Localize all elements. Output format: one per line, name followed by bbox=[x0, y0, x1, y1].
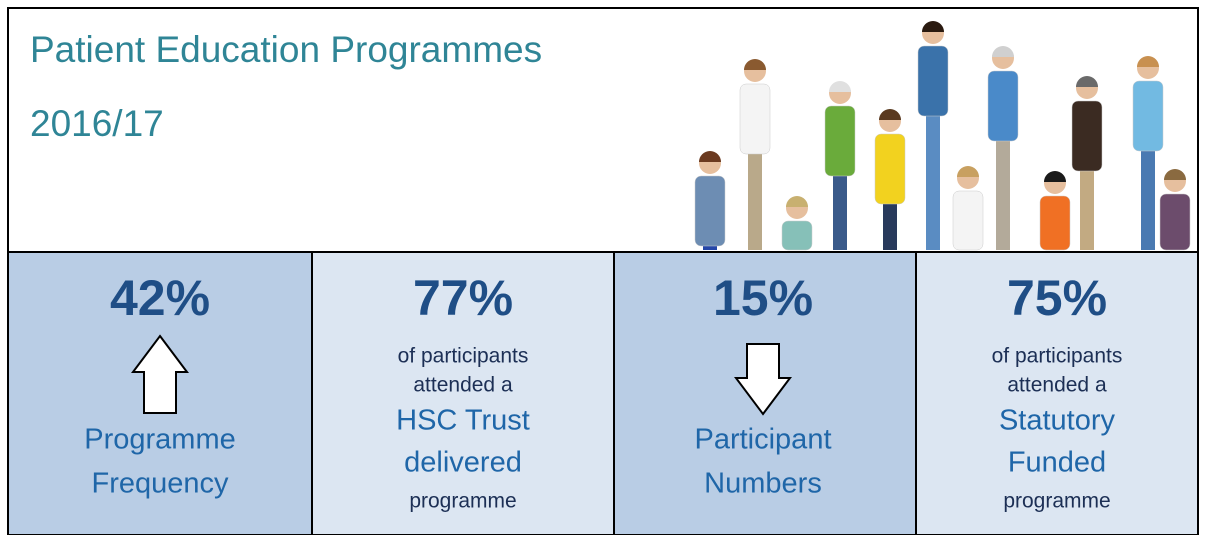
person-shape bbox=[996, 137, 1010, 250]
stat-value: 42% bbox=[110, 270, 210, 326]
person-shape bbox=[740, 84, 770, 154]
tile-text: Frequency bbox=[91, 468, 229, 500]
person-shape bbox=[1040, 196, 1070, 250]
stat-value: 77% bbox=[413, 270, 513, 326]
tile-text: Participant bbox=[694, 424, 831, 456]
person-shape bbox=[926, 112, 940, 250]
page: {"header": {"title": "Patient Education … bbox=[0, 0, 1206, 535]
person-shape bbox=[875, 134, 905, 204]
subtitle: 2016/17 bbox=[30, 103, 164, 144]
tile-text: attended a bbox=[413, 374, 513, 397]
title: Patient Education Programmes bbox=[30, 29, 542, 70]
person-shape bbox=[1072, 101, 1102, 171]
tile-text: Programme bbox=[84, 424, 236, 456]
tile-text: programme bbox=[1003, 490, 1110, 513]
stat-value: 15% bbox=[713, 270, 813, 326]
tile-text: of participants bbox=[992, 345, 1123, 368]
person-shape bbox=[782, 221, 812, 250]
tile-text: attended a bbox=[1007, 374, 1107, 397]
person-shape bbox=[1080, 167, 1094, 250]
tile-text: programme bbox=[409, 490, 516, 513]
person-shape bbox=[1141, 147, 1155, 250]
tile-text: Funded bbox=[1008, 447, 1106, 479]
person-shape bbox=[953, 191, 983, 250]
person-shape bbox=[1160, 194, 1190, 250]
person-shape bbox=[918, 46, 948, 116]
tile-text: delivered bbox=[404, 447, 522, 479]
tile-text: HSC Trust bbox=[396, 405, 530, 437]
person-shape bbox=[883, 200, 897, 250]
person-shape bbox=[988, 71, 1018, 141]
person-shape bbox=[695, 176, 725, 246]
person-shape bbox=[1133, 81, 1163, 151]
tile-text: Numbers bbox=[704, 468, 822, 500]
tile-text: Statutory bbox=[999, 405, 1116, 437]
person-shape bbox=[748, 150, 762, 250]
infographic: Patient Education Programmes 2016/17 42%… bbox=[0, 0, 1206, 535]
tile-text: of participants bbox=[398, 345, 529, 368]
person-shape bbox=[825, 106, 855, 176]
stat-value: 75% bbox=[1007, 270, 1107, 326]
person-shape bbox=[833, 172, 847, 250]
